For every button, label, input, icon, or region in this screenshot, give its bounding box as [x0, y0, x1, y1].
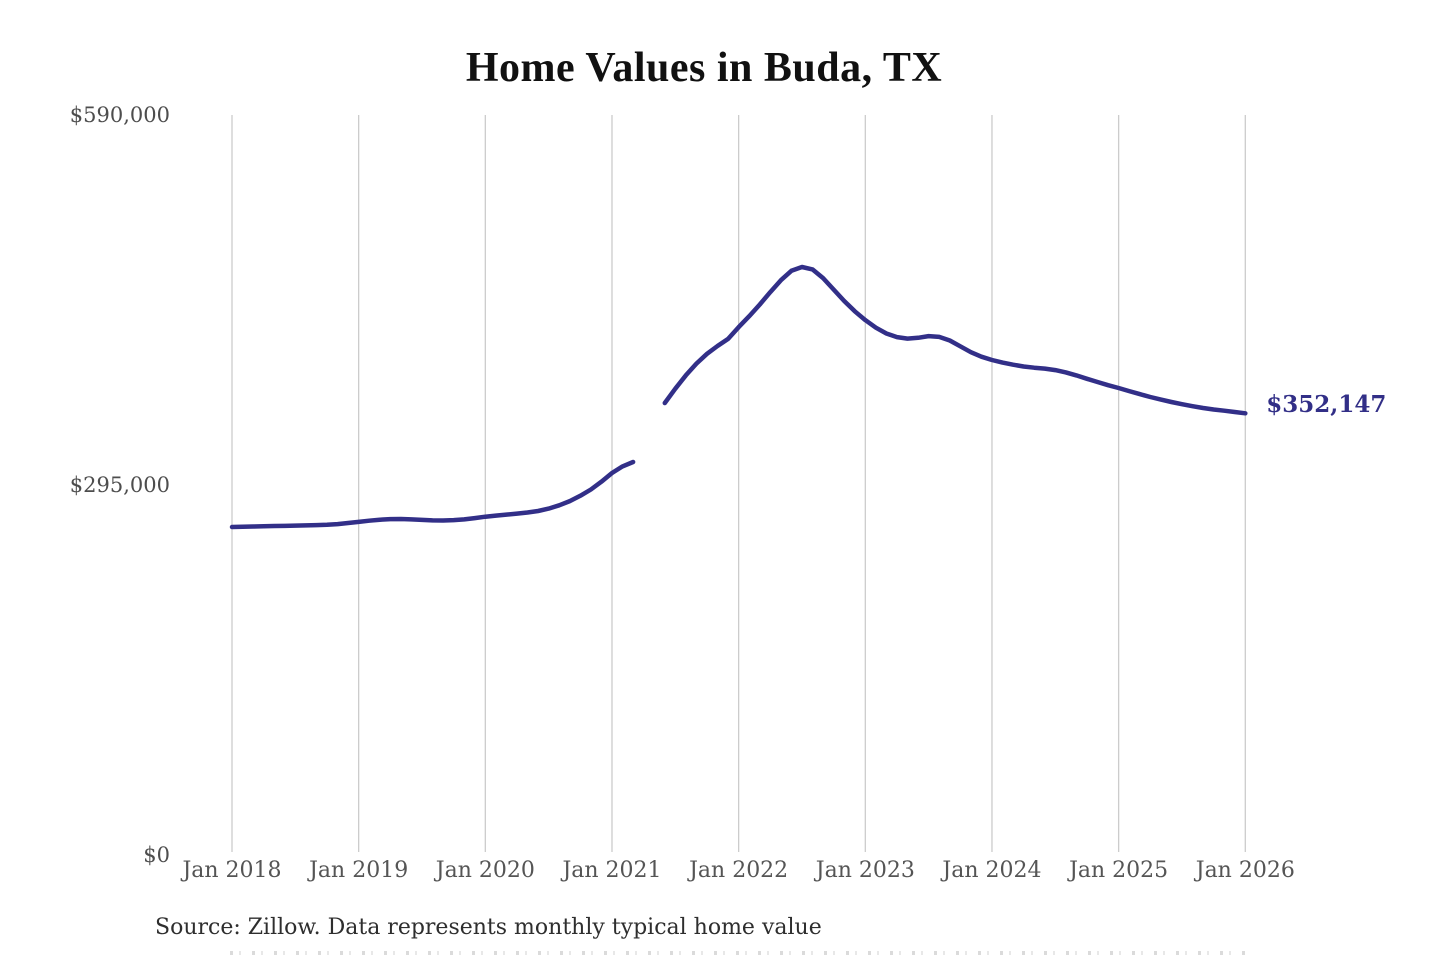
x-tick-label: Jan 2018	[182, 858, 282, 883]
end-value-annotation: $352,147	[1266, 391, 1387, 419]
x-tick-label: Jan 2024	[942, 858, 1042, 883]
x-tick-label: Jan 2021	[562, 858, 662, 883]
x-tick-label: Jan 2025	[1069, 858, 1169, 883]
x-tick-label: Jan 2026	[1195, 858, 1295, 883]
x-tick-label: Jan 2022	[689, 858, 789, 883]
gridlines	[231, 115, 1246, 852]
x-tick-label: Jan 2019	[309, 858, 409, 883]
y-tick-label: $590,000	[69, 103, 170, 127]
cropped-text-remnant	[230, 951, 1245, 955]
home-value-line	[229, 264, 1248, 530]
x-tick-label: Jan 2020	[435, 858, 535, 883]
y-tick-label: $0	[143, 843, 170, 867]
y-tick-label: $295,000	[69, 473, 170, 497]
chart-title: Home Values in Buda, TX	[465, 45, 943, 91]
x-tick-label: Jan 2023	[815, 858, 915, 883]
source-note: Source: Zillow. Data represents monthly …	[155, 915, 822, 940]
